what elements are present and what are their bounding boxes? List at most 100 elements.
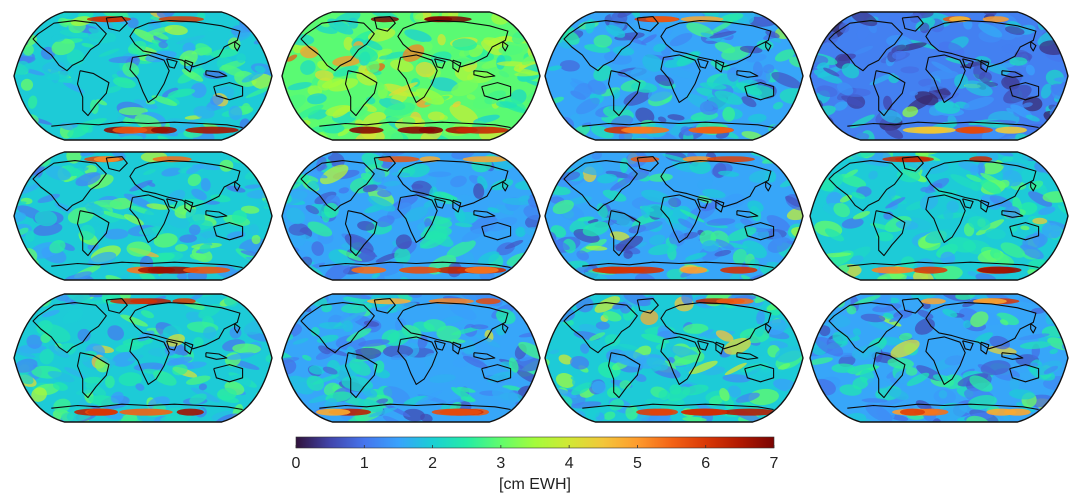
signal-blob — [203, 326, 217, 340]
coastline — [872, 352, 906, 399]
signal-blob — [390, 59, 414, 72]
signal-blob — [292, 337, 309, 345]
map-outline — [13, 11, 273, 141]
signal-blob — [1030, 362, 1039, 367]
signal-blob — [251, 130, 262, 140]
signal-blob — [25, 230, 35, 242]
signal-blob — [100, 210, 130, 220]
coastline — [1030, 41, 1037, 52]
signal-blob — [327, 18, 354, 35]
signal-blob — [451, 152, 475, 160]
coastline — [715, 341, 725, 355]
signal-blob — [240, 412, 255, 422]
coastline — [234, 181, 241, 192]
signal-blob — [83, 376, 104, 384]
signal-blob — [79, 224, 95, 241]
signal-blob — [843, 246, 871, 264]
coastline — [129, 302, 241, 350]
signal-blob — [947, 236, 977, 253]
signal-blob — [604, 334, 621, 347]
signal-blob — [861, 398, 888, 403]
signal-blob — [377, 273, 386, 280]
signal-blob — [741, 96, 757, 108]
coastline — [205, 70, 228, 78]
signal-blob — [349, 359, 371, 376]
signal-blob — [333, 65, 359, 77]
signal-blob — [993, 252, 1015, 266]
colorbar-frame — [295, 436, 775, 449]
signal-blob — [156, 12, 176, 19]
signal-blob — [53, 294, 70, 302]
signal-blob — [463, 250, 475, 266]
signal-blob — [14, 297, 29, 307]
signal-blob — [914, 91, 939, 106]
signal-blob — [667, 114, 685, 121]
signal-blob — [342, 320, 354, 332]
signal-blob — [810, 99, 818, 105]
signal-blob — [989, 335, 1010, 350]
coastline — [962, 198, 974, 209]
signal-blob — [756, 310, 766, 325]
signal-blob — [63, 271, 92, 280]
signal-blob — [324, 263, 351, 280]
signal-blob — [105, 275, 126, 280]
signal-blob — [126, 241, 152, 257]
signal-blob — [1021, 168, 1039, 184]
signal-blob — [283, 412, 299, 421]
signal-blob — [385, 130, 404, 140]
signal-blob — [344, 233, 374, 254]
signal-blob — [836, 82, 854, 96]
signal-blob — [1036, 414, 1067, 422]
signal-blob — [1005, 26, 1025, 35]
signal-blob — [112, 352, 137, 367]
signal-blob — [653, 43, 666, 52]
signal-blob — [1009, 376, 1020, 391]
polar-signal — [119, 408, 173, 416]
signal-blob — [545, 255, 552, 265]
map-field — [810, 12, 1068, 140]
signal-blob — [860, 313, 886, 323]
signal-blob — [341, 376, 374, 392]
coastline — [744, 222, 775, 241]
signal-blob — [920, 186, 930, 192]
map-outline — [809, 293, 1069, 423]
signal-blob — [14, 128, 27, 140]
signal-blob — [64, 367, 86, 379]
signal-blob — [243, 414, 255, 422]
signal-blob — [1060, 176, 1068, 186]
signal-blob — [888, 12, 912, 24]
signal-blob — [580, 343, 590, 354]
signal-blob — [14, 211, 27, 223]
coastline — [980, 59, 990, 73]
signal-blob — [85, 383, 107, 396]
signal-blob — [810, 357, 833, 365]
signal-blob — [846, 305, 857, 315]
signal-blob — [185, 375, 211, 385]
signal-blob — [970, 180, 982, 192]
signal-blob — [429, 374, 456, 384]
signal-blob — [461, 228, 484, 243]
coastline — [582, 403, 774, 411]
signal-blob — [975, 273, 997, 280]
signal-blob — [81, 42, 95, 48]
coastline — [452, 199, 462, 213]
signal-blob — [284, 401, 301, 414]
map-field — [14, 294, 272, 422]
signal-blob — [545, 115, 561, 127]
signal-blob — [123, 193, 154, 209]
signal-blob — [133, 99, 158, 109]
signal-blob — [917, 309, 934, 319]
signal-blob — [940, 251, 956, 265]
signal-blob — [433, 191, 457, 205]
coastline — [76, 210, 110, 257]
signal-blob — [498, 70, 510, 78]
signal-blob — [753, 61, 763, 78]
signal-blob — [1002, 413, 1011, 421]
signal-blob — [571, 382, 592, 396]
map-field — [545, 152, 803, 280]
signal-blob — [681, 294, 693, 306]
signal-blob — [236, 53, 247, 63]
signal-blob — [1022, 233, 1048, 250]
map-field — [14, 152, 272, 280]
coastline — [744, 82, 775, 101]
